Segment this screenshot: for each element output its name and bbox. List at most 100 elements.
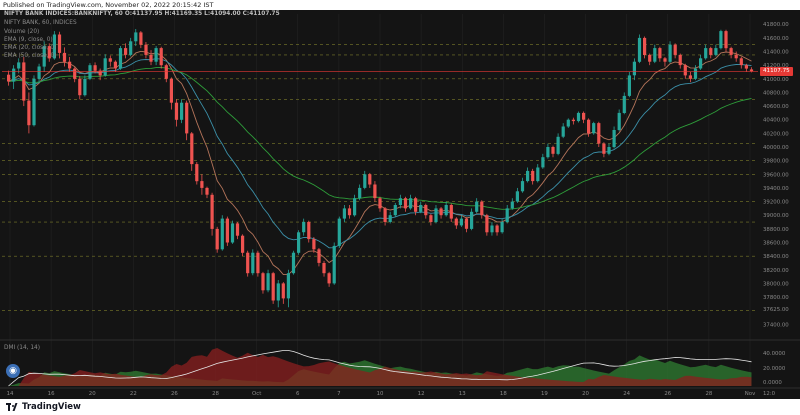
candle-body (561, 126, 565, 137)
candle-body (454, 218, 458, 226)
candle-body (515, 191, 519, 202)
candle (322, 260, 326, 277)
tradingview-brand[interactable]: TradingView (6, 401, 81, 413)
candle (98, 68, 102, 81)
candle-body (83, 78, 87, 96)
price-axis-label: 39800.00 (763, 159, 789, 165)
price-axis-label: 41800.00 (763, 22, 789, 28)
candle (68, 56, 72, 72)
indicator-ema50[interactable]: EMA (50, close, 0) (4, 53, 57, 59)
dmi-minus-area (8, 348, 752, 386)
candle (704, 44, 708, 60)
candle-body (439, 208, 443, 216)
candle-body (37, 66, 41, 79)
candle-body (709, 48, 713, 55)
candle (612, 126, 616, 149)
candle (500, 218, 504, 234)
candle (17, 58, 21, 74)
price-axis-label: 38800.00 (763, 227, 789, 233)
price-axis-label: 39200.00 (763, 200, 789, 206)
candle (424, 203, 428, 219)
time-axis-label: 19 (541, 391, 548, 397)
candle-body (648, 54, 652, 62)
candle (551, 145, 555, 158)
candle (297, 230, 301, 255)
time-axis-label: Oct (252, 391, 261, 397)
candle-body (541, 157, 545, 168)
candle (678, 53, 682, 69)
candle-body (332, 245, 336, 284)
candle-body (546, 147, 550, 158)
time-axis-label: 16 (48, 391, 55, 397)
candle-body (734, 54, 738, 59)
candle (459, 215, 463, 227)
candle (582, 111, 586, 124)
candle-body (47, 46, 51, 59)
candle-body (663, 58, 667, 62)
candle (159, 46, 163, 69)
candle-body (118, 48, 123, 69)
indicator-ema20[interactable]: EMA (20, close, 0) (4, 45, 57, 51)
candle-body (556, 136, 560, 154)
candle-body (220, 218, 224, 250)
candle-body (444, 205, 448, 216)
indicator-volume[interactable]: Volume (20) (4, 29, 40, 35)
price-axis-label: 40200.00 (763, 131, 789, 137)
candle (622, 92, 626, 115)
candle-body (363, 174, 367, 188)
candle (83, 75, 87, 97)
candle-body (337, 218, 341, 246)
price-axis-label: 39400.00 (763, 186, 789, 192)
candle-body (602, 143, 606, 154)
candle-body (312, 239, 316, 250)
candle-body (414, 198, 418, 212)
candle (597, 121, 601, 148)
dmi-label[interactable]: DMI (14, 14) (4, 345, 40, 351)
price-axis-label: 38200.00 (763, 268, 789, 274)
candle-body (459, 218, 463, 226)
candle (144, 41, 148, 59)
candle-body (12, 68, 16, 82)
candle (434, 204, 438, 224)
candle (134, 29, 138, 47)
candle (643, 36, 647, 59)
candle-body (683, 65, 687, 76)
candle-body (612, 130, 616, 148)
candle-body (673, 44, 677, 55)
time-axis-label: 10 (377, 391, 384, 397)
candle (266, 269, 270, 293)
candle-body (668, 44, 672, 62)
candle (210, 192, 214, 236)
candle (709, 46, 713, 59)
candle (27, 92, 31, 134)
candle (32, 75, 36, 127)
candle (12, 65, 16, 90)
candle (164, 63, 168, 83)
candle (47, 43, 51, 62)
candle (393, 202, 397, 217)
candle-body (62, 52, 67, 62)
candle-body (266, 273, 270, 291)
indicator-ema9[interactable]: EMA (9, close, 0) (4, 37, 53, 43)
adx-line (8, 350, 752, 387)
candle-body (68, 61, 72, 69)
candle (22, 56, 26, 107)
candle (653, 44, 657, 64)
candle-body (78, 78, 82, 96)
candle (261, 271, 265, 294)
eye-icon[interactable]: ◉ (6, 364, 20, 378)
candle (78, 76, 82, 100)
price-axis-label: 37800.00 (763, 295, 789, 301)
candle (200, 174, 204, 195)
price-axis-label: 38000.00 (763, 281, 789, 287)
price-axis-label: 41200.00 (763, 63, 789, 69)
candle-body (464, 218, 469, 229)
price-axis-label: 38600.00 (763, 241, 789, 247)
candle-body (495, 225, 499, 233)
candle-body (699, 58, 703, 69)
candle (729, 46, 733, 59)
candle-body (505, 208, 509, 222)
candle-body (500, 222, 504, 233)
candle (602, 142, 606, 158)
